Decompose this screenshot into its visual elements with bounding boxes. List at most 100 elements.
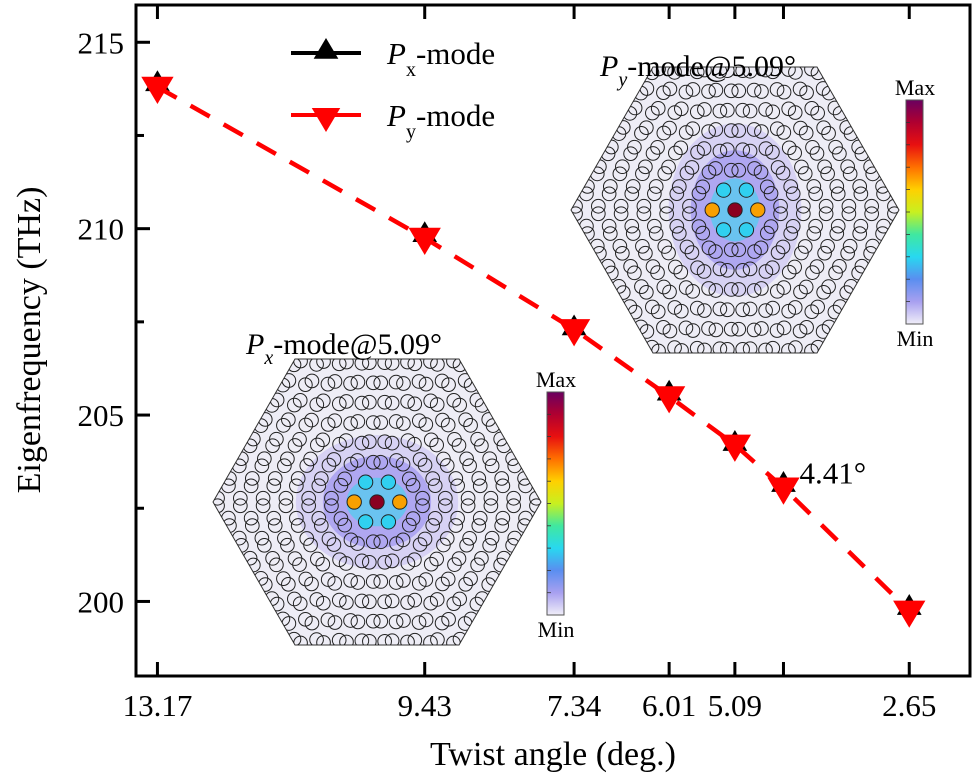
air-hole [373,534,389,550]
air-hole [339,394,354,409]
air-hole [357,514,374,530]
py-mode-marker [893,600,926,628]
air-hole [738,182,755,198]
air-hole [746,122,762,137]
x-tick-label: 2.65 [882,688,936,723]
air-hole [673,264,689,280]
air-hole [647,218,662,234]
air-hole [255,498,271,514]
air-hole [423,359,438,369]
air-hole [452,397,467,413]
py-mode-marker [652,386,686,414]
air-hole [634,279,649,294]
air-hole [326,537,342,552]
air-hole [719,142,735,158]
air-hole [770,245,786,260]
air-hole [671,179,687,194]
py-mode-marker [408,227,441,255]
air-hole [281,412,296,428]
air-hole [377,394,392,410]
colorbar-min-label: Min [897,326,934,351]
air-hole [365,613,381,629]
air-hole [472,478,488,494]
air-hole [830,218,846,234]
y-axis: 200 205 210 215 [78,25,150,619]
y-tick-label: 205 [78,398,125,433]
air-hole [669,186,685,202]
air-hole [648,226,664,241]
air-hole [343,573,358,588]
air-hole [648,179,664,194]
air-hole [483,498,499,514]
air-hole [365,375,381,391]
air-hole [673,140,689,156]
air-hole [821,279,836,294]
air-hole [793,120,808,136]
air-hole [362,359,377,370]
air-hole [506,490,522,506]
air-hole [669,218,685,234]
air-hole [339,595,354,610]
air-hole [769,323,785,338]
air-hole [829,179,845,194]
air-hole [346,494,362,510]
air-hole [708,244,723,259]
air-hole [506,498,522,514]
air-hole [483,490,499,506]
air-hole [712,143,728,159]
air-hole [343,376,358,391]
inset-title: Py-mode@5.09° [599,50,796,91]
air-hole [266,478,282,494]
y-tick-label: 215 [78,25,125,60]
air-hole [463,418,478,433]
air-hole [331,632,347,645]
x-tick-label: 13.17 [123,688,193,723]
inset-py-mode-field: Max Min Py-mode@5.09° [570,50,935,354]
air-hole [460,498,476,514]
air-hole [797,239,813,254]
air-hole [388,374,404,390]
air-hole [411,413,427,428]
air-hole [418,572,434,587]
air-hole [704,202,720,218]
air-hole [758,141,774,156]
air-hole [840,245,855,261]
air-hole [731,282,747,297]
legend-label: Py-mode [386,98,495,143]
air-hole [818,198,834,214]
air-hole [384,435,400,451]
air-hole [678,84,694,100]
air-hole [448,471,464,486]
air-hole [775,165,791,181]
air-hole [244,471,260,486]
air-hole [636,206,652,222]
air-hole [446,392,462,408]
air-hole [292,392,308,408]
air-hole [350,575,366,590]
air-hole [338,556,354,571]
air-hole [365,454,381,470]
angle-annotation: 4.41° [799,456,866,491]
air-hole [796,198,811,214]
air-hole [591,198,606,214]
air-hole [316,359,331,369]
air-hole [853,186,869,202]
air-hole [769,82,785,97]
air-hole [384,553,400,569]
air-hole [423,393,439,409]
air-hole [765,67,781,80]
air-hole [354,395,370,411]
air-hole [450,510,465,526]
air-hole [701,84,716,99]
air-hole [380,514,397,530]
air-hole [781,101,797,117]
air-hole [301,490,316,506]
air-hole [758,67,773,78]
air-hole [439,531,455,546]
air-hole [765,340,781,353]
air-hole [474,551,489,566]
air-hole [427,510,443,526]
air-hole [313,518,329,533]
air-hole [773,198,788,214]
y-axis-title: Eigenfrequency (THz) [11,187,48,494]
